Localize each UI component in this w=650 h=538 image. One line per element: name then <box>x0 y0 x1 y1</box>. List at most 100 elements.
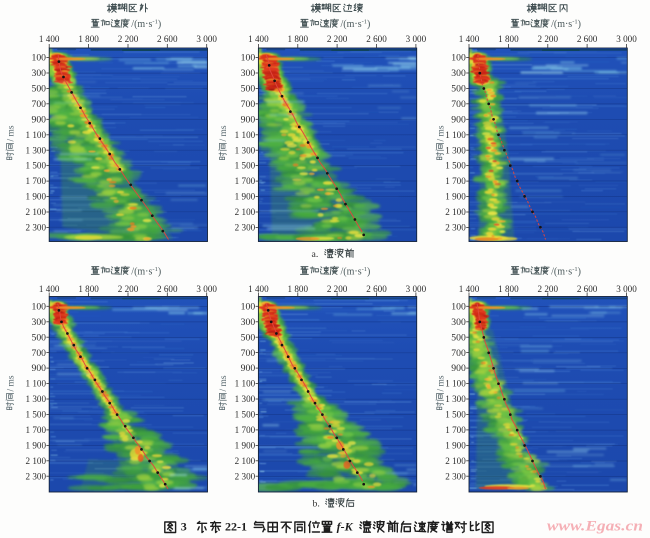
svg-text:900: 900 <box>241 114 256 124</box>
svg-text:1 800: 1 800 <box>78 284 99 294</box>
svg-text:500: 500 <box>241 332 256 342</box>
svg-text:1 100: 1 100 <box>235 130 256 140</box>
svg-text:100: 100 <box>241 301 256 311</box>
svg-text:/(m·s-1): /(m·s-1) <box>551 266 581 278</box>
svg-text:/ ms: / ms <box>219 375 229 391</box>
svg-text:1 100: 1 100 <box>26 130 47 140</box>
svg-text:22-1: 22-1 <box>225 520 247 534</box>
svg-text:a.: a. <box>312 249 319 260</box>
svg-text:100: 100 <box>451 301 466 311</box>
svg-text:1 100: 1 100 <box>26 379 47 389</box>
svg-text:1 300: 1 300 <box>235 145 256 155</box>
svg-text:3 000: 3 000 <box>196 34 217 44</box>
svg-text:/(m·s-1): /(m·s-1) <box>131 19 161 31</box>
svg-text:300: 300 <box>32 317 47 327</box>
svg-text:www.Egas.cn: www.Egas.cn <box>547 519 643 535</box>
svg-text:1 800: 1 800 <box>498 284 519 294</box>
svg-text:1 900: 1 900 <box>26 192 47 202</box>
svg-text:2 600: 2 600 <box>577 34 598 44</box>
svg-text:1 300: 1 300 <box>445 394 466 404</box>
svg-text:1 800: 1 800 <box>498 34 519 44</box>
svg-text:1 400: 1 400 <box>248 34 269 44</box>
svg-text:1 800: 1 800 <box>78 34 99 44</box>
svg-text:3 000: 3 000 <box>196 284 217 294</box>
svg-text:1 400: 1 400 <box>459 284 480 294</box>
svg-text:/ ms: / ms <box>6 125 16 141</box>
svg-text:1 500: 1 500 <box>235 161 256 171</box>
svg-text:/ ms: / ms <box>219 125 229 141</box>
svg-text:2 200: 2 200 <box>118 34 139 44</box>
svg-text:3 000: 3 000 <box>616 34 637 44</box>
svg-text:2 600: 2 600 <box>577 284 598 294</box>
svg-text:1 700: 1 700 <box>445 425 466 435</box>
svg-text:1 300: 1 300 <box>445 145 466 155</box>
svg-text:2 100: 2 100 <box>235 207 256 217</box>
svg-text:1 900: 1 900 <box>445 192 466 202</box>
svg-text:700: 700 <box>241 348 256 358</box>
svg-text:1 700: 1 700 <box>26 176 47 186</box>
svg-text:2 200: 2 200 <box>327 34 348 44</box>
svg-text:3 000: 3 000 <box>406 34 427 44</box>
svg-text:3: 3 <box>181 520 187 534</box>
svg-text:300: 300 <box>241 317 256 327</box>
svg-text:900: 900 <box>32 114 47 124</box>
svg-text:3 000: 3 000 <box>406 284 427 294</box>
svg-text:100: 100 <box>32 301 47 311</box>
svg-text:2 300: 2 300 <box>445 223 466 233</box>
svg-text:/ ms: / ms <box>436 375 446 391</box>
svg-text:/(m·s-1): /(m·s-1) <box>551 19 581 31</box>
svg-text:1 900: 1 900 <box>26 441 47 451</box>
svg-text:1 500: 1 500 <box>235 410 256 420</box>
svg-text:2 300: 2 300 <box>235 471 256 481</box>
svg-text:1 700: 1 700 <box>235 425 256 435</box>
svg-text:2 600: 2 600 <box>157 34 178 44</box>
svg-text:1 700: 1 700 <box>445 176 466 186</box>
svg-text:2 300: 2 300 <box>26 471 47 481</box>
svg-text:1 500: 1 500 <box>26 161 47 171</box>
svg-text:700: 700 <box>451 99 466 109</box>
svg-text:500: 500 <box>32 332 47 342</box>
svg-text:300: 300 <box>451 68 466 78</box>
svg-text:300: 300 <box>451 317 466 327</box>
svg-text:1 500: 1 500 <box>26 410 47 420</box>
svg-text:2 100: 2 100 <box>445 456 466 466</box>
svg-text:2 200: 2 200 <box>538 284 559 294</box>
svg-text:b.: b. <box>313 498 320 509</box>
svg-text:900: 900 <box>451 114 466 124</box>
svg-text:500: 500 <box>32 84 47 94</box>
svg-text:3 000: 3 000 <box>616 284 637 294</box>
svg-text:2 300: 2 300 <box>26 223 47 233</box>
svg-text:2 100: 2 100 <box>26 207 47 217</box>
svg-text:1 400: 1 400 <box>248 284 269 294</box>
svg-text:1 700: 1 700 <box>235 176 256 186</box>
svg-text:1 800: 1 800 <box>288 284 309 294</box>
svg-text:900: 900 <box>32 363 47 373</box>
svg-text:700: 700 <box>32 99 47 109</box>
svg-text:100: 100 <box>241 53 256 63</box>
svg-text:500: 500 <box>241 84 256 94</box>
svg-text:1 500: 1 500 <box>445 410 466 420</box>
svg-text:700: 700 <box>241 99 256 109</box>
svg-text:1 400: 1 400 <box>459 34 480 44</box>
svg-text:1 100: 1 100 <box>445 130 466 140</box>
svg-text:1 700: 1 700 <box>26 425 47 435</box>
svg-text:2 300: 2 300 <box>445 471 466 481</box>
svg-text:100: 100 <box>32 53 47 63</box>
svg-text:/(m·s-1): /(m·s-1) <box>341 266 371 278</box>
svg-text:300: 300 <box>32 68 47 78</box>
svg-text:2 600: 2 600 <box>366 284 387 294</box>
svg-text:2 200: 2 200 <box>118 284 139 294</box>
svg-text:1 900: 1 900 <box>235 441 256 451</box>
svg-text:500: 500 <box>451 332 466 342</box>
svg-text:1 500: 1 500 <box>445 161 466 171</box>
svg-text:1 400: 1 400 <box>39 34 60 44</box>
svg-text:700: 700 <box>451 348 466 358</box>
svg-text:2 600: 2 600 <box>366 34 387 44</box>
svg-text:1 300: 1 300 <box>26 145 47 155</box>
svg-text:/ ms: / ms <box>436 125 446 141</box>
svg-text:f-K: f-K <box>337 520 354 534</box>
svg-text:500: 500 <box>451 84 466 94</box>
svg-text:1 900: 1 900 <box>235 192 256 202</box>
svg-text:900: 900 <box>451 363 466 373</box>
svg-text:700: 700 <box>32 348 47 358</box>
